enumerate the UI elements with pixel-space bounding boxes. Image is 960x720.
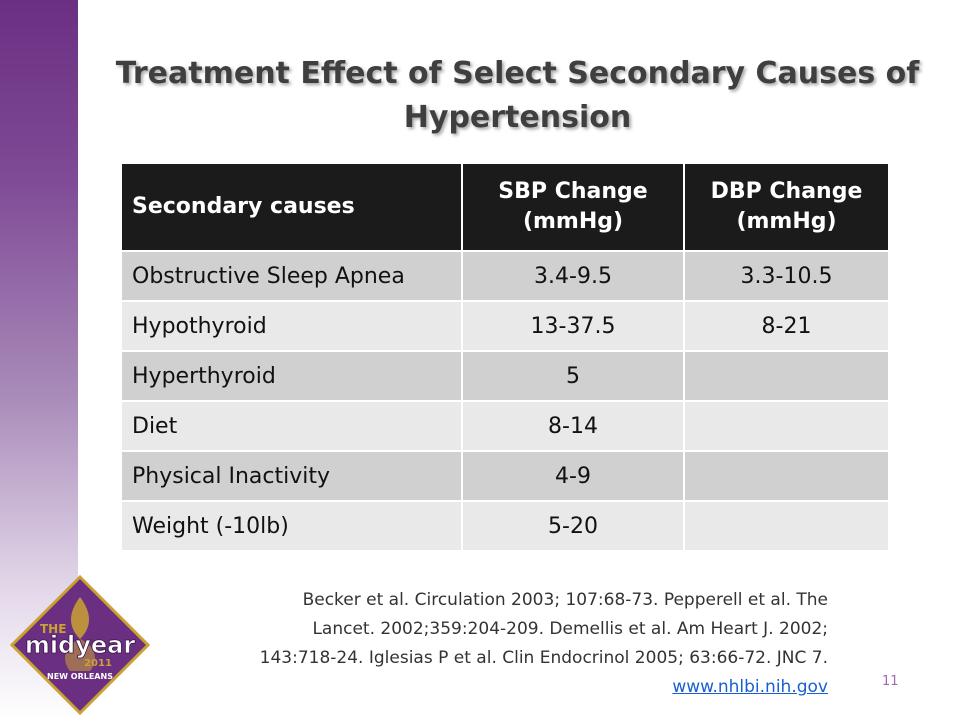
dbp-cell <box>684 500 888 550</box>
cause-cell: Hyperthyroid <box>122 350 463 401</box>
slide-title: Treatment Effect of Select Secondary Cau… <box>115 56 920 135</box>
sbp-cell: 3.4-9.5 <box>462 250 685 301</box>
header-secondary-causes: Secondary causes <box>122 164 463 251</box>
fleur-de-lis-base-icon <box>65 639 95 671</box>
fleur-de-lis-icon <box>71 597 89 639</box>
table-header-row: Secondary causes SBP Change (mmHg) DBP C… <box>122 164 888 251</box>
table-row: Hypothyroid 13-37.5 8-21 <box>122 300 888 351</box>
logo-text-year: 2011 <box>84 658 112 669</box>
header-sbp-change: SBP Change (mmHg) <box>462 164 685 251</box>
references-block: Becker et al. Circulation 2003; 107:68-7… <box>240 586 828 702</box>
secondary-causes-table: Secondary causes SBP Change (mmHg) DBP C… <box>122 164 888 550</box>
dbp-cell <box>684 400 888 451</box>
dbp-cell: 8-21 <box>684 300 888 351</box>
table-row: Weight (-10lb) 5-20 <box>122 500 888 550</box>
cause-cell: Weight (-10lb) <box>122 500 463 550</box>
dbp-cell <box>684 450 888 501</box>
table-row: Obstructive Sleep Apnea 3.4-9.5 3.3-10.5 <box>122 250 888 301</box>
cause-cell: Diet <box>122 400 463 451</box>
sbp-cell: 4-9 <box>462 450 685 501</box>
cause-cell: Obstructive Sleep Apnea <box>122 250 463 301</box>
cause-cell: Physical Inactivity <box>122 450 463 501</box>
sbp-cell: 8-14 <box>462 400 685 451</box>
logo-text-midyear: midyear <box>25 631 136 659</box>
sbp-cell: 5-20 <box>462 500 685 550</box>
midyear-logo: THE midyear 2011 NEW ORLEANS <box>10 575 150 715</box>
sbp-cell: 13-37.5 <box>462 300 685 351</box>
references-text: Becker et al. Circulation 2003; 107:68-7… <box>259 590 828 668</box>
table-row: Physical Inactivity 4-9 <box>122 450 888 501</box>
logo-text-city: NEW ORLEANS <box>47 672 113 681</box>
header-dbp-change: DBP Change (mmHg) <box>684 164 888 251</box>
logo-text-the: THE <box>40 622 66 636</box>
table-row: Hyperthyroid 5 <box>122 350 888 401</box>
page-number: 11 <box>882 674 899 689</box>
sbp-cell: 5 <box>462 350 685 401</box>
dbp-cell: 3.3-10.5 <box>684 250 888 301</box>
table-row: Diet 8-14 <box>122 400 888 451</box>
dbp-cell <box>684 350 888 401</box>
cause-cell: Hypothyroid <box>122 300 463 351</box>
nhlbi-link[interactable]: www.nhlbi.nih.gov <box>672 677 828 697</box>
